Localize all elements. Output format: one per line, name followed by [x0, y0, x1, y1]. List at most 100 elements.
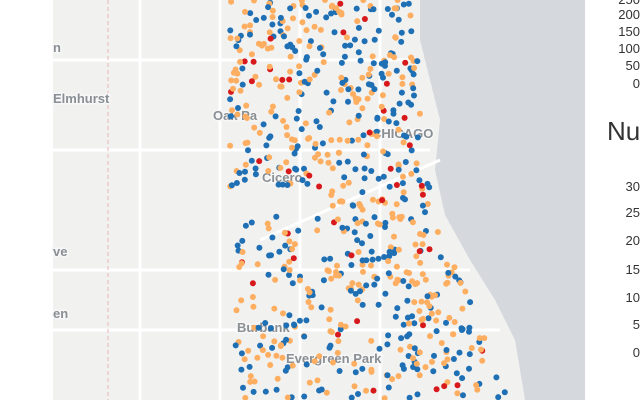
map-point	[413, 360, 420, 367]
map-point	[306, 172, 313, 179]
map-point	[319, 140, 326, 147]
map-point	[287, 5, 294, 12]
map-point	[255, 40, 262, 47]
map-point	[393, 182, 400, 188]
map-point	[381, 116, 388, 122]
map-point	[413, 253, 420, 260]
map-point	[444, 379, 451, 386]
map-point	[265, 168, 272, 174]
map-point	[241, 176, 248, 183]
map-point	[355, 136, 362, 143]
map-point	[318, 386, 325, 393]
map-point	[368, 337, 375, 344]
map-point	[428, 310, 435, 317]
map-point	[361, 165, 368, 172]
map-point	[336, 149, 342, 156]
map-point	[378, 60, 385, 67]
map-point	[238, 350, 245, 357]
map-point	[273, 352, 280, 359]
map-point	[312, 154, 318, 161]
map-point	[418, 182, 425, 189]
map-point	[370, 60, 377, 67]
map-point	[402, 59, 409, 66]
map-point	[234, 111, 241, 118]
y-tick-label: 30	[626, 179, 640, 194]
map-point	[408, 54, 414, 61]
map-point	[295, 108, 302, 114]
map-point	[333, 5, 340, 12]
map-point	[239, 249, 246, 255]
map-point	[402, 159, 409, 165]
map-point	[361, 38, 368, 45]
map-point	[419, 202, 426, 209]
map-point	[339, 224, 346, 231]
map-point	[410, 355, 416, 362]
map-point	[303, 54, 310, 61]
map-point	[401, 114, 408, 121]
map-point	[294, 143, 301, 150]
map-point	[422, 209, 428, 216]
map-point	[385, 258, 392, 265]
map-point	[348, 252, 355, 259]
map-point	[394, 305, 401, 312]
map-point	[282, 242, 289, 249]
map-point	[400, 365, 407, 372]
map-point	[384, 341, 391, 348]
map-point	[426, 246, 433, 253]
map-point	[284, 182, 291, 188]
map-point	[394, 0, 401, 3]
map-point	[302, 5, 309, 11]
map-point	[287, 53, 294, 60]
map-point	[467, 299, 474, 306]
map-point	[360, 132, 367, 139]
map-point	[285, 168, 292, 175]
map-point	[341, 174, 348, 181]
map-point	[264, 220, 271, 227]
map-point	[371, 86, 378, 93]
map-point	[326, 109, 333, 116]
map-point	[256, 81, 263, 88]
map-point	[321, 256, 328, 263]
map-point	[444, 261, 450, 268]
map-point	[339, 79, 346, 86]
map-point	[444, 356, 451, 363]
map-point	[234, 35, 241, 42]
map-point	[406, 394, 413, 400]
map-point	[416, 349, 423, 356]
map-point	[303, 361, 310, 368]
map-point	[289, 246, 296, 252]
map-point	[245, 347, 252, 354]
map-point	[385, 118, 392, 125]
map-point	[361, 16, 368, 22]
map-point	[289, 144, 295, 151]
map-point	[352, 166, 359, 173]
map-point	[357, 57, 364, 64]
map-point	[305, 299, 312, 305]
map-point	[296, 317, 303, 324]
map-point	[414, 391, 421, 398]
map-point	[228, 182, 235, 189]
map-point	[252, 165, 259, 172]
map-point	[348, 394, 355, 400]
map-point	[380, 148, 387, 155]
map-point	[389, 11, 395, 18]
map-point	[311, 23, 318, 30]
map-point	[279, 354, 286, 361]
map-point	[260, 333, 267, 340]
map-point	[256, 129, 263, 136]
map-point	[317, 158, 324, 165]
map-point	[336, 136, 343, 143]
map-point	[273, 213, 280, 220]
map-point	[242, 161, 249, 168]
map-point	[268, 44, 275, 51]
map-point	[452, 273, 459, 280]
map-label: Elmhurst	[53, 91, 110, 106]
map-point	[386, 248, 393, 255]
map-point	[269, 344, 276, 351]
map-point	[268, 108, 275, 115]
map-point	[363, 282, 370, 289]
map-point	[416, 110, 423, 117]
map-point	[375, 27, 382, 34]
map-point	[266, 252, 273, 259]
map-point	[379, 197, 386, 204]
